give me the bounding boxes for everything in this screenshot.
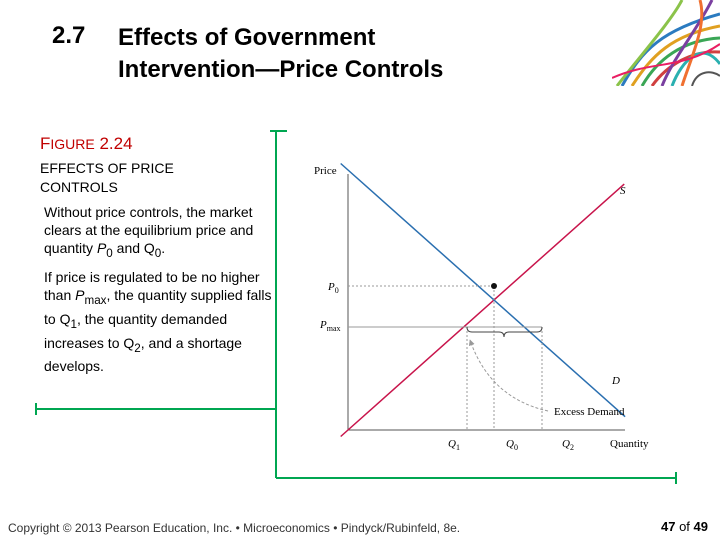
slide-title: Effects of Government Intervention—Price…: [118, 22, 443, 86]
x-axis-label: Quantity: [610, 438, 649, 450]
price-controls-chart: Price Quantity S D P0 Pmax Q1 Q0 Q2 Exce…: [314, 162, 649, 452]
q1-label: Q1: [448, 438, 460, 452]
title-line-1: Effects of Government: [118, 24, 376, 51]
pmax-label: Pmax: [319, 319, 341, 333]
q0-label: Q0: [506, 438, 518, 452]
p0-label: P0: [327, 281, 339, 295]
cable-bundle-image: [612, 0, 720, 86]
equilibrium-point: [491, 283, 497, 289]
supply-curve: [340, 183, 625, 438]
demand-label: D: [611, 375, 620, 387]
y-axis-label: Price: [314, 165, 337, 177]
title-line-2: Intervention—Price Controls: [118, 56, 444, 83]
page-number: 47 of 49: [660, 519, 708, 534]
paragraph-price-ceiling: If price is regulated to be no higher th…: [44, 269, 272, 375]
excess-demand-arrow: [468, 339, 549, 412]
figure-caption: EFFECTS OF PRICE CONTROLS: [40, 160, 174, 195]
q2-label: Q2: [562, 438, 574, 452]
paragraph-no-controls: Without price controls, the market clear…: [44, 204, 254, 260]
excess-demand-brace: [466, 326, 543, 338]
footer-copyright: Copyright © 2013 Pearson Education, Inc.…: [8, 521, 461, 535]
supply-label: S: [620, 185, 626, 197]
excess-demand-label: Excess Demand: [554, 406, 625, 418]
demand-curve: [340, 162, 626, 418]
figure-label: FIGURE 2.24: [40, 134, 133, 153]
section-number: 2.7: [52, 22, 86, 49]
